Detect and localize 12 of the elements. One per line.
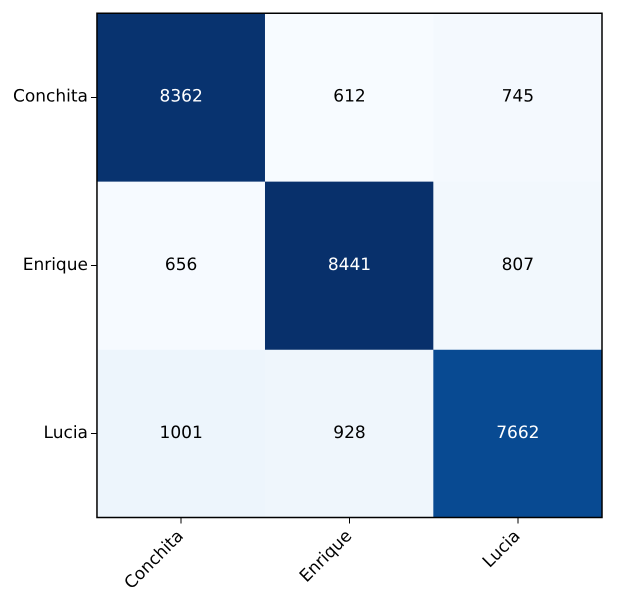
data-label: 612: [333, 86, 366, 107]
data-label: 7662: [496, 422, 540, 443]
y-tick-label: Lucia: [44, 422, 88, 443]
data-label: 8362: [160, 86, 203, 107]
data-label: 1001: [160, 422, 203, 443]
data-label: 807: [502, 254, 534, 275]
y-tick-label: Conchita: [12, 86, 88, 107]
data-label: 656: [164, 254, 198, 275]
data-label: 745: [502, 86, 534, 107]
data-label: 928: [333, 422, 366, 443]
data-label: 8441: [328, 254, 372, 275]
y-tick-label: Enrique: [22, 254, 88, 275]
